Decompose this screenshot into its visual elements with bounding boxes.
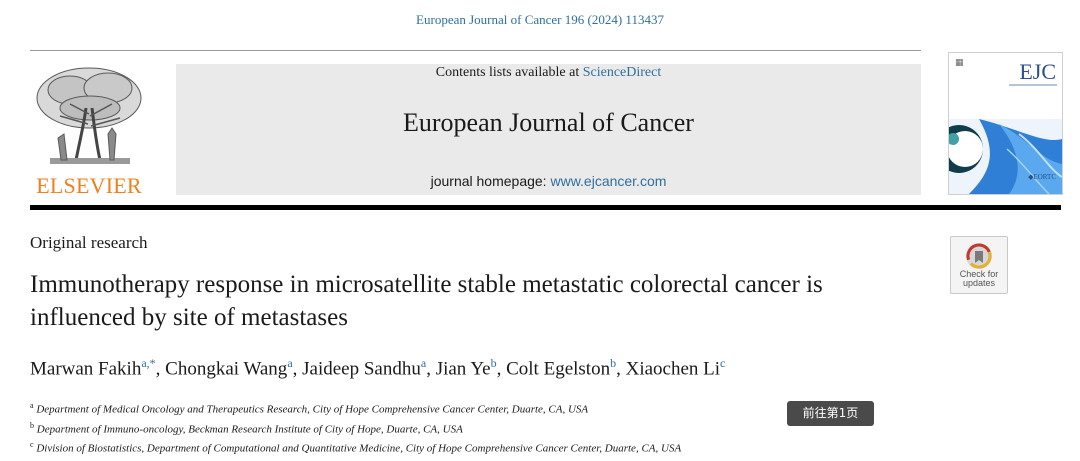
author-separator: , xyxy=(616,358,626,380)
sciencedirect-link[interactable]: ScienceDirect xyxy=(582,65,662,80)
journal-cover[interactable]: ▦ EJC ◆EORTC xyxy=(948,52,1063,195)
author-list: Marwan Fakiha,*, Chongkai Wanga, Jaideep… xyxy=(30,356,725,380)
author-name[interactable]: Jaideep Sandhu xyxy=(302,358,421,380)
go-to-page-tooltip: 前往第1页 xyxy=(787,401,874,426)
author-name[interactable]: Marwan Fakih xyxy=(30,358,142,380)
elsevier-tree-icon xyxy=(36,67,142,164)
crossmark-line2: updates xyxy=(962,278,996,288)
cover-badge-icon: ◆EORTC xyxy=(1028,173,1056,181)
affiliation-text: Department of Medical Oncology and Thera… xyxy=(36,403,589,416)
affiliation-marker: b xyxy=(30,420,34,430)
author-separator: , xyxy=(155,358,166,380)
affiliation-item: b Department of Immuno-oncology, Beckman… xyxy=(30,418,681,438)
author-affiliation-link[interactable]: a xyxy=(287,356,293,370)
top-divider xyxy=(30,50,921,51)
author-affiliation-link[interactable]: c xyxy=(720,356,726,370)
cover-title: EJC xyxy=(1019,59,1056,84)
elsevier-logo[interactable]: ELSEVIER xyxy=(30,64,148,198)
affiliation-item: a Department of Medical Oncology and The… xyxy=(30,398,681,418)
author-separator: , xyxy=(426,358,436,380)
cover-publisher-icon: ▦ xyxy=(955,57,964,67)
contents-line: Contents lists available at ScienceDirec… xyxy=(176,65,921,81)
header-rule xyxy=(30,205,1061,210)
author-separator: , xyxy=(496,358,507,380)
crossmark-line1: Check for xyxy=(959,269,999,279)
affiliation-item: c Division of Biostatistics, Department … xyxy=(30,437,681,457)
cover-subtitle-rule xyxy=(1009,84,1057,86)
journal-banner: Contents lists available at ScienceDirec… xyxy=(176,64,921,195)
author-affiliation-link[interactable]: a,* xyxy=(141,356,156,370)
crossmark-label: Check for updates xyxy=(951,270,1007,288)
author-separator: , xyxy=(292,358,303,380)
cover-artwork xyxy=(949,119,1062,194)
affiliation-list: a Department of Medical Oncology and The… xyxy=(30,398,681,457)
contents-prefix: Contents lists available at xyxy=(435,65,583,80)
crossmark-icon xyxy=(966,243,992,269)
affiliation-marker: a xyxy=(30,401,34,410)
article-title: Immunotherapy response in microsatellite… xyxy=(30,271,823,331)
author-name[interactable]: Xiaochen Li xyxy=(625,358,721,380)
author-name[interactable]: Chongkai Wang xyxy=(165,358,288,380)
homepage-link[interactable]: www.ejcancer.com xyxy=(550,173,667,189)
elsevier-wordmark: ELSEVIER xyxy=(36,173,142,198)
journal-citation[interactable]: European Journal of Cancer 196 (2024) 11… xyxy=(416,12,664,27)
author-affiliation-link[interactable]: a xyxy=(420,356,427,370)
affiliation-text: Department of Immuno-oncology, Beckman R… xyxy=(36,423,463,436)
affiliation-text: Division of Biostatistics, Department of… xyxy=(36,442,682,455)
article-type: Original research xyxy=(30,233,148,252)
author-name[interactable]: Colt Egelston xyxy=(506,358,611,380)
author-name[interactable]: Jian Ye xyxy=(435,358,491,380)
affiliation-marker: c xyxy=(30,440,34,450)
author-affiliation-link[interactable]: b xyxy=(610,356,617,370)
check-for-updates-button[interactable]: Check for updates xyxy=(950,236,1008,294)
author-affiliation-link[interactable]: b xyxy=(490,356,497,370)
homepage-prefix: journal homepage: xyxy=(430,173,551,189)
journal-title: European Journal of Cancer xyxy=(403,108,694,137)
homepage-line: journal homepage: www.ejcancer.com xyxy=(176,173,921,189)
